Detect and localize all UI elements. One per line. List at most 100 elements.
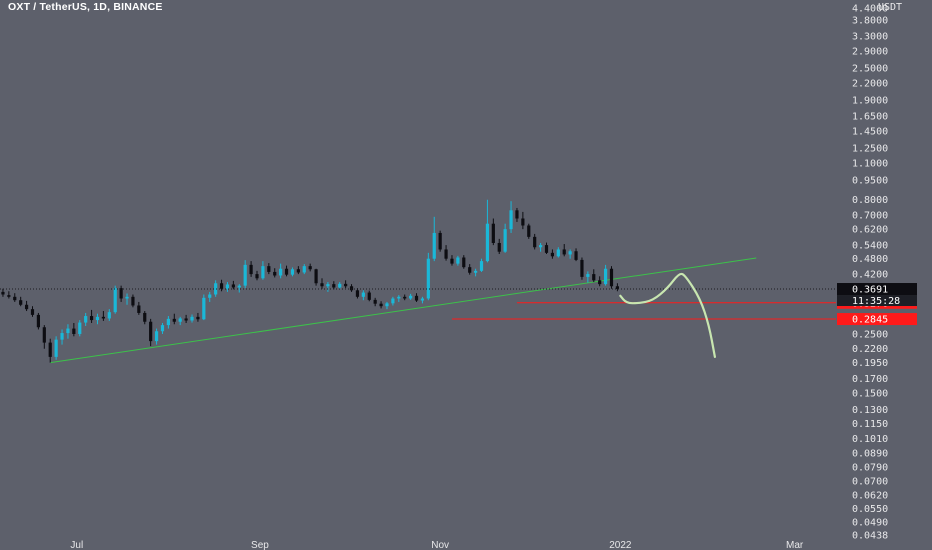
candle-body <box>615 286 619 290</box>
candle-body <box>373 299 377 304</box>
candle <box>385 301 389 310</box>
candle <box>538 242 543 252</box>
candle-body <box>219 283 224 289</box>
candle <box>515 207 519 222</box>
candle <box>521 211 525 230</box>
candle <box>320 278 324 289</box>
candle-body <box>314 269 318 284</box>
candle-body <box>184 318 188 321</box>
candle <box>190 314 194 323</box>
currency-label: USDT <box>878 2 902 13</box>
candle-body <box>54 339 58 357</box>
candle-body <box>24 304 29 310</box>
y-tick-label: 0.0490 <box>852 518 888 529</box>
candle-body <box>450 258 454 264</box>
candle <box>580 257 584 280</box>
candle <box>196 312 200 322</box>
candle-body <box>107 312 111 319</box>
candle-body <box>231 284 235 288</box>
candle <box>208 291 212 302</box>
countdown-label: 11:35:28 <box>852 296 900 307</box>
y-tick-label: 0.5400 <box>852 241 888 252</box>
y-tick-label: 3.8000 <box>852 15 888 26</box>
candle <box>485 199 490 263</box>
candle-body <box>202 297 206 320</box>
candle-body <box>84 316 88 323</box>
candle <box>308 263 312 272</box>
candle <box>113 285 117 314</box>
candle-body <box>503 229 507 252</box>
candle-body <box>344 283 348 287</box>
candle-body <box>119 288 123 299</box>
y-tick-label: 2.2000 <box>852 78 888 89</box>
y-tick-label: 0.4200 <box>852 270 888 281</box>
candle-body <box>308 266 312 270</box>
candle-body <box>385 303 389 307</box>
candle <box>544 242 549 254</box>
candle-body <box>397 296 401 299</box>
y-tick-label: 0.4800 <box>852 254 888 265</box>
candle <box>314 268 318 286</box>
candle-body <box>414 295 419 301</box>
candle-body <box>338 283 342 288</box>
candle-body <box>491 223 495 243</box>
candle-body <box>609 268 614 287</box>
y-tick-label: 1.2500 <box>852 144 888 155</box>
candle <box>219 279 224 292</box>
candle-body <box>468 267 472 273</box>
y-tick-label: 0.1150 <box>852 419 888 430</box>
candle <box>414 293 419 302</box>
candle <box>89 309 94 323</box>
candle <box>592 269 596 283</box>
candle-body <box>279 268 283 276</box>
candle <box>125 293 129 305</box>
candle-body <box>574 251 578 260</box>
candle-body <box>603 268 608 285</box>
candle <box>503 223 507 253</box>
candle-body <box>78 322 82 334</box>
chart-title: OXT / TetherUS, 1D, BINANCE <box>8 1 163 13</box>
candle-body <box>367 292 371 300</box>
candle <box>603 264 608 286</box>
candle-body <box>13 296 17 301</box>
candle <box>202 294 206 321</box>
y-tick-label: 0.0790 <box>852 462 888 473</box>
candle-body <box>208 294 212 298</box>
candle-body <box>290 269 295 275</box>
candle-body <box>302 266 306 273</box>
candle <box>409 293 413 300</box>
candle <box>143 311 147 325</box>
candle <box>326 282 330 292</box>
y-tick-label: 0.0438 <box>852 531 888 542</box>
candle-body <box>444 249 448 259</box>
price-label-bg <box>837 313 917 326</box>
candle-body <box>538 245 543 248</box>
candle <box>48 338 52 363</box>
candle <box>497 238 501 254</box>
candle <box>249 261 253 277</box>
y-tick-label: 0.0890 <box>852 449 888 460</box>
candle <box>19 296 23 307</box>
candle-body <box>580 259 584 277</box>
candle <box>225 282 230 292</box>
candle-body <box>7 295 11 297</box>
candle-body <box>166 318 170 326</box>
horizontal-levels <box>0 288 836 320</box>
candle-body <box>284 268 289 275</box>
y-tick-label: 1.6500 <box>852 112 888 123</box>
candle-body <box>361 292 365 297</box>
x-tick-label: Jul <box>70 540 83 550</box>
candle-body <box>426 258 430 299</box>
candle-body <box>237 285 241 288</box>
y-tick-label: 0.1500 <box>852 388 888 399</box>
candle-body <box>320 283 324 287</box>
candle-body <box>456 257 460 264</box>
candle-body <box>515 210 519 219</box>
candle-body <box>149 321 153 342</box>
candle <box>609 266 614 289</box>
price-label-bg <box>837 283 917 296</box>
candle <box>273 268 277 278</box>
candle-body <box>101 316 105 319</box>
